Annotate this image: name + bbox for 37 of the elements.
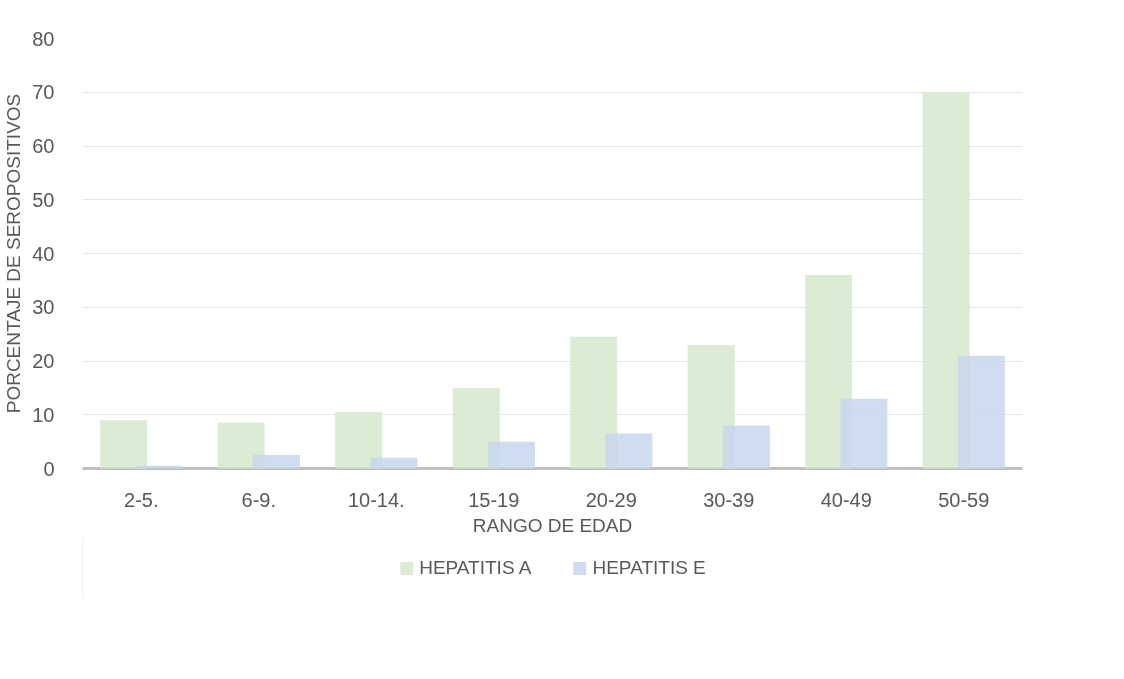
- bar: [487, 441, 535, 469]
- x-tick-label: 15-19: [468, 488, 520, 511]
- x-tick-label: 40-49: [820, 488, 872, 511]
- y-axis-title: PORCENTAJE DE SEROPOSITIVOS: [3, 93, 25, 414]
- x-axis-title: RANGO DE EDAD: [472, 514, 633, 536]
- bar: [335, 412, 383, 469]
- bar: [687, 344, 735, 469]
- x-tick-label: 20-29: [585, 488, 637, 511]
- legend-label: HEPATITIS E: [592, 557, 706, 579]
- bar: [570, 336, 618, 469]
- bar: [722, 425, 770, 469]
- bar: [605, 433, 653, 469]
- bar: [370, 457, 418, 469]
- bar: [252, 455, 300, 469]
- y-tick-label: 70: [32, 81, 55, 104]
- bar: [805, 275, 853, 469]
- legend-label: HEPATITIS A: [419, 557, 532, 579]
- y-tick-label: 10: [32, 403, 55, 426]
- x-tick-label: 30-39: [703, 488, 755, 511]
- bar: [217, 422, 265, 469]
- x-tick-label: 50-59: [938, 488, 990, 511]
- bar: [100, 420, 148, 469]
- y-tick-label: 0: [43, 457, 55, 480]
- bar: [135, 465, 183, 469]
- y-tick-label: 20: [32, 350, 55, 372]
- bar: [922, 92, 970, 469]
- y-tick-label: 50: [32, 188, 55, 211]
- x-tick-label: 6-9.: [241, 488, 276, 511]
- bar: [957, 355, 1005, 469]
- bar: [452, 387, 500, 469]
- x-tick-label: 2-5.: [124, 488, 159, 511]
- y-tick-label: 60: [32, 135, 55, 157]
- bar: [840, 398, 888, 469]
- y-tick-label: 30: [32, 296, 55, 319]
- y-tick-label: 40: [32, 242, 55, 265]
- y-tick-label: 80: [32, 27, 55, 50]
- x-tick-label: 10-14.: [347, 488, 405, 511]
